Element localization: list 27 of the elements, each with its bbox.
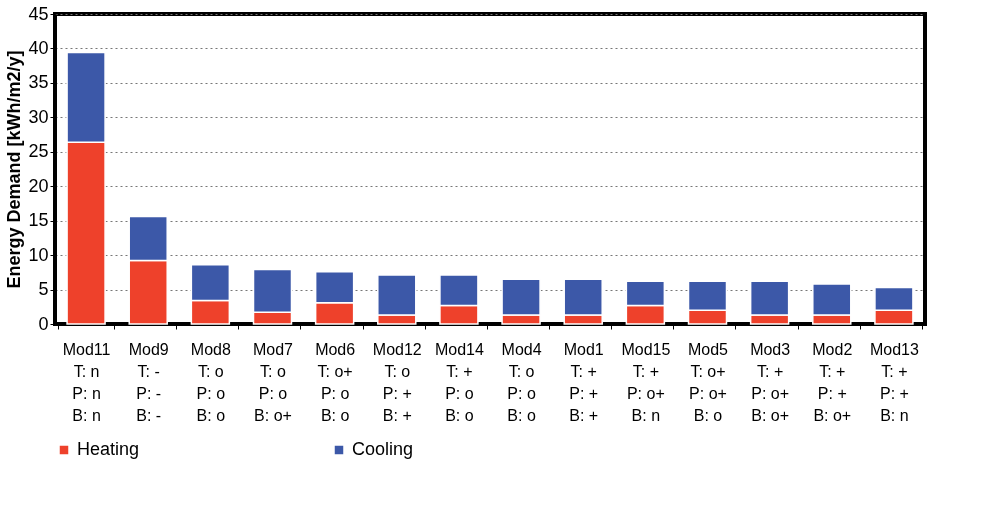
x-tick-label: Mod8 T: o P: o B: o <box>190 340 231 424</box>
y-tick-label: 20 <box>28 175 49 196</box>
x-tick-label: Mod4 T: o P: o B: o <box>501 340 542 424</box>
y-tick-label: 25 <box>28 141 49 162</box>
y-tick-label: 10 <box>28 244 49 265</box>
x-tick-label: Mod13 T: + P: + B: n <box>869 340 919 424</box>
y-tick-label: 30 <box>28 106 49 127</box>
x-tick-label: Mod1 T: + P: + B: + <box>563 340 604 424</box>
y-tick-label: 35 <box>28 72 49 93</box>
y-tick-label: 5 <box>38 279 49 300</box>
x-tick-label: Mod2 T: + P: + B: o+ <box>812 340 853 424</box>
x-tick-label: Mod5 T: o+ P: o+ B: o <box>687 340 729 424</box>
y-tick-label: 15 <box>28 210 49 231</box>
x-tick-label: Mod3 T: + P: o+ B: o+ <box>750 340 791 424</box>
y-tick-label: 40 <box>28 37 49 58</box>
legend-label: Cooling <box>352 439 414 459</box>
x-tick-label: Mod14 T: + P: o B: o <box>434 340 484 424</box>
x-tick-label: Mod7 T: o P: o B: o+ <box>252 340 294 424</box>
x-tick-label: Mod15 T: + P: o+ B: n <box>621 340 671 424</box>
x-tick-label: Mod9 T: - P: - B: - <box>128 340 169 424</box>
x-tick-label: Mod12 T: o P: + B: + <box>372 340 422 424</box>
y-tick-label: 45 <box>28 3 49 24</box>
y-axis-title: Energy Demand [kWh/m2/y] <box>4 50 25 289</box>
x-tick-label: Mod6 T: o+ P: o B: o <box>315 340 356 424</box>
x-tick-label: Mod11 T: n P: n B: n <box>62 340 111 424</box>
y-tick-label: 0 <box>38 313 49 334</box>
legend-label: Heating <box>77 439 140 459</box>
